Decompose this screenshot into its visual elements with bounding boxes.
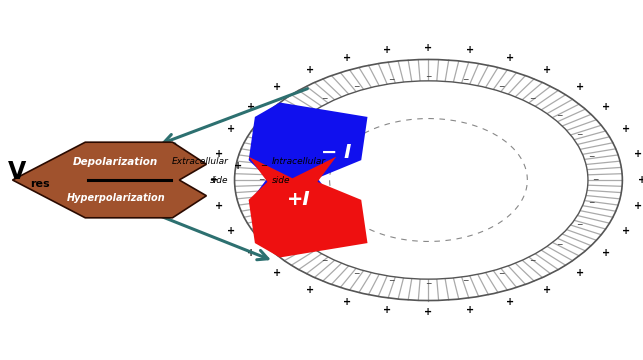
- Text: +: +: [273, 82, 281, 92]
- Text: +: +: [424, 307, 433, 317]
- Text: −: −: [388, 276, 395, 285]
- Text: +: +: [273, 268, 281, 278]
- Text: V: V: [8, 160, 26, 184]
- Ellipse shape: [269, 81, 588, 279]
- Text: +: +: [543, 65, 551, 75]
- Text: −: −: [425, 279, 431, 288]
- Text: −: −: [556, 240, 562, 249]
- Text: +: +: [602, 102, 610, 112]
- Text: −: −: [321, 256, 327, 265]
- Text: +: +: [215, 149, 222, 159]
- Polygon shape: [249, 157, 368, 257]
- Text: −: −: [529, 256, 536, 265]
- Text: −: −: [529, 95, 536, 104]
- Text: +: +: [305, 65, 314, 75]
- Text: −: −: [321, 95, 327, 104]
- Text: − I: − I: [321, 143, 352, 162]
- Polygon shape: [249, 103, 368, 203]
- Text: Extracellular: Extracellular: [172, 157, 228, 166]
- Text: +: +: [246, 248, 255, 258]
- Text: +: +: [622, 125, 630, 135]
- Text: −: −: [294, 240, 301, 249]
- Text: +: +: [246, 102, 255, 112]
- Text: −: −: [294, 111, 301, 120]
- Text: +: +: [575, 268, 584, 278]
- Text: −: −: [592, 176, 599, 185]
- Text: +: +: [634, 149, 642, 159]
- Text: +: +: [305, 285, 314, 295]
- Text: +: +: [638, 175, 643, 185]
- Text: res: res: [30, 179, 50, 189]
- Text: Depolarization: Depolarization: [73, 157, 158, 167]
- Text: +: +: [506, 297, 514, 307]
- Text: +: +: [343, 297, 350, 307]
- Ellipse shape: [235, 59, 622, 301]
- Text: −: −: [353, 82, 359, 91]
- Text: −: −: [588, 198, 595, 207]
- Text: Hyperpolarization: Hyperpolarization: [66, 193, 165, 203]
- Text: +: +: [602, 248, 610, 258]
- Text: +: +: [634, 201, 642, 211]
- Text: side: side: [272, 166, 291, 185]
- Text: +: +: [215, 201, 222, 211]
- Text: −: −: [462, 276, 469, 285]
- Text: Intracellular: Intracellular: [272, 157, 326, 166]
- Text: −: −: [498, 269, 504, 278]
- Text: +: +: [383, 45, 391, 55]
- Text: +: +: [424, 43, 433, 53]
- Text: −: −: [556, 111, 562, 120]
- Text: +: +: [622, 225, 630, 235]
- Text: −: −: [353, 269, 359, 278]
- Text: −: −: [262, 198, 269, 207]
- Text: −: −: [388, 75, 395, 84]
- Text: +: +: [466, 305, 475, 315]
- Text: side: side: [210, 166, 228, 185]
- Text: −: −: [575, 220, 582, 229]
- Text: −: −: [258, 176, 265, 185]
- Text: +: +: [227, 225, 235, 235]
- Text: +: +: [506, 53, 514, 63]
- Text: +: +: [466, 45, 475, 55]
- Text: +: +: [210, 175, 219, 185]
- Text: −: −: [260, 161, 267, 170]
- Polygon shape: [12, 142, 206, 218]
- Text: +I: +I: [287, 190, 311, 210]
- Text: +: +: [233, 161, 242, 171]
- Text: −: −: [588, 153, 595, 162]
- Text: −: −: [462, 75, 469, 84]
- Text: +: +: [343, 53, 350, 63]
- Text: −: −: [262, 153, 269, 162]
- Text: −: −: [425, 72, 431, 81]
- Text: −: −: [575, 131, 582, 140]
- Text: +: +: [227, 125, 235, 135]
- Text: −: −: [498, 82, 504, 91]
- Text: +: +: [383, 305, 391, 315]
- Text: +: +: [575, 82, 584, 92]
- Text: −: −: [275, 220, 281, 229]
- Text: −: −: [275, 131, 281, 140]
- Text: +: +: [543, 285, 551, 295]
